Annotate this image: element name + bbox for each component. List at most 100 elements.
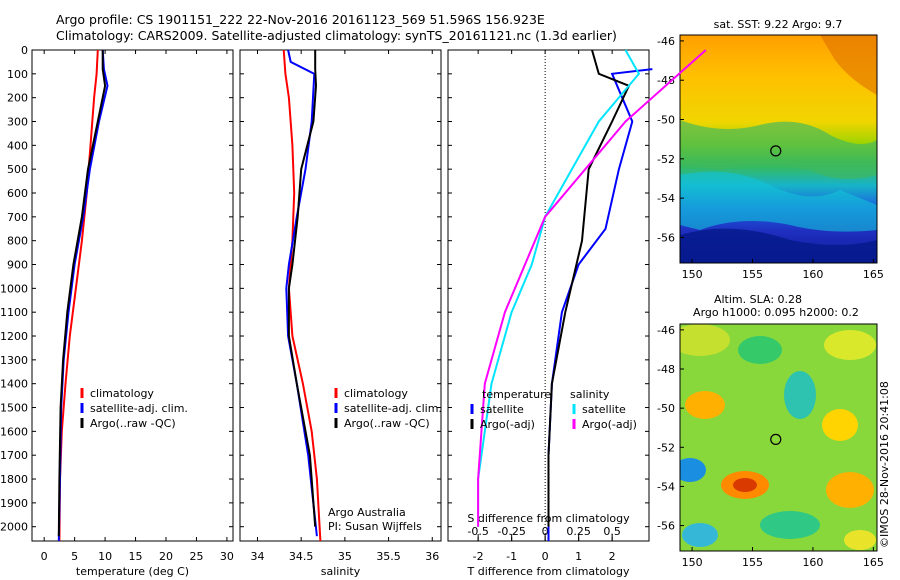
sst-y-axis: -46 -48 -50 -52 -54 -56 xyxy=(657,35,684,244)
series-line-argoadj xyxy=(547,49,631,527)
depth-tick-label: 0 xyxy=(21,44,28,57)
depth-tick-label: 100 xyxy=(7,68,28,81)
depth-tick-label: 1600 xyxy=(0,425,28,438)
series-line-argoadj xyxy=(477,49,707,527)
sla-map: Altim. SLA: 0.28 Argo h1000: 0.095 h2000… xyxy=(657,293,884,569)
legend-label: Argo(-adj) xyxy=(480,418,535,431)
map-y-tick-label: -46 xyxy=(657,35,675,48)
sst-deep-band xyxy=(680,228,877,263)
sla-x-axis: 150 155 160 165 xyxy=(682,547,884,569)
map-x-tick-label: 165 xyxy=(863,556,884,569)
sla-anomaly xyxy=(824,330,876,360)
attribution-text: Argo Australia xyxy=(328,506,406,519)
s-tick-label: -0.25 xyxy=(497,525,525,538)
sla-anomaly xyxy=(680,324,730,356)
sst-x-axis: 150 155 160 165 xyxy=(682,259,884,281)
sla-anomaly xyxy=(826,472,874,508)
series-line-argorawqc xyxy=(287,50,318,527)
sst-cyan-band xyxy=(680,171,877,232)
depth-tick-label: 1800 xyxy=(0,473,28,486)
plot-frame xyxy=(239,49,442,542)
legend-title-salinity: salinity xyxy=(570,388,610,401)
x-tick-label: 0 xyxy=(542,550,549,563)
map-y-tick-label: -56 xyxy=(657,231,675,244)
map-y-tick-label: -54 xyxy=(657,192,675,205)
legend-label: climatology xyxy=(90,387,154,400)
legend-label: Argo(-adj) xyxy=(582,418,637,431)
map-y-tick-label: -50 xyxy=(657,114,675,127)
sla-anomaly xyxy=(784,371,816,419)
x-tick-label: 2 xyxy=(609,550,616,563)
sla-map-subtitle: Argo h1000: 0.095 h2000: 0.2 xyxy=(693,306,859,319)
x-tick-label: 35.5 xyxy=(376,550,401,563)
s-tick-label: -0.5 xyxy=(467,525,488,538)
sla-anomaly xyxy=(685,391,725,419)
legend-title-temperature: temperature xyxy=(482,388,551,401)
s-tick-label: 0.5 xyxy=(603,525,621,538)
map-y-tick-label: -46 xyxy=(657,324,675,337)
sst-green-band xyxy=(680,120,877,179)
depth-tick-label: 900 xyxy=(7,259,28,272)
salinity-panel: 34 34.5 35 35.5 36 salinity climatology satelli… xyxy=(239,49,442,578)
x-tick-label: 5 xyxy=(71,550,78,563)
plot-frame xyxy=(31,49,234,542)
sla-map-title: Altim. SLA: 0.28 xyxy=(714,293,802,306)
map-y-tick-label: -48 xyxy=(657,363,675,376)
sla-anomaly xyxy=(822,409,858,441)
depth-tick-label: 700 xyxy=(7,211,28,224)
depth-tick-label: 800 xyxy=(7,235,28,248)
x-tick-label: -1 xyxy=(506,550,517,563)
sla-argo-marker xyxy=(770,433,782,445)
sla-anomaly xyxy=(733,478,757,492)
series-line-climatology xyxy=(58,49,99,542)
legend-label: satellite-adj. clim. xyxy=(90,402,188,415)
climatology-title: Climatology: CARS2009. Satellite-adjuste… xyxy=(56,28,617,43)
sla-anomaly xyxy=(738,336,782,364)
series-line-satellite xyxy=(477,49,641,527)
map-x-tick-label: 155 xyxy=(742,268,763,281)
series-line-satellite xyxy=(547,68,653,541)
imos-timestamp: ©IMOS 28-Nov-2016 20:41:08 xyxy=(878,381,891,548)
s-tick-label: 0 xyxy=(542,525,549,538)
map-x-tick-label: 150 xyxy=(682,556,703,569)
depth-tick-label: 1200 xyxy=(0,330,28,343)
sst-map-title: sat. SST: 9.22 Argo: 9.7 xyxy=(714,18,843,31)
depth-tick-label: 1900 xyxy=(0,497,28,510)
map-y-tick-label: -48 xyxy=(657,74,675,87)
sst-map: sat. SST: 9.22 Argo: 9.7 150 155 160 165 -4… xyxy=(657,18,884,281)
x-tick-label: 36 xyxy=(425,550,439,563)
attribution-text: PI: Susan Wijffels xyxy=(328,520,422,533)
sla-anomaly xyxy=(760,511,820,539)
map-x-tick-label: 155 xyxy=(742,556,763,569)
x-tick-label: 34 xyxy=(250,550,264,563)
map-y-tick-label: -50 xyxy=(657,402,675,415)
s-tick-label: 0.25 xyxy=(566,525,591,538)
difference-panel: -2 -1 0 1 2 T difference from climatology -0.5… xyxy=(447,49,707,578)
map-y-tick-label: -56 xyxy=(657,520,675,533)
map-x-tick-label: 165 xyxy=(863,268,884,281)
sst-warm-patch xyxy=(820,35,877,95)
series-line-satelliteadjclim xyxy=(57,49,109,542)
depth-tick-label: 1000 xyxy=(0,282,28,295)
depth-tick-label: 300 xyxy=(7,116,28,129)
legend-label: satellite xyxy=(480,403,524,416)
depth-tick-label: 600 xyxy=(7,187,28,200)
x-tick-label: 0 xyxy=(41,550,48,563)
x-axis-label: T difference from climatology xyxy=(467,565,630,578)
series-line-argorawqc xyxy=(57,50,107,537)
x-tick-label: -2 xyxy=(473,550,484,563)
map-y-tick-label: -54 xyxy=(657,480,675,493)
profile-title: Argo profile: CS 1901151_222 22-Nov-2016… xyxy=(56,12,545,27)
depth-tick-label: 1300 xyxy=(0,354,28,367)
x-tick-label: 34.5 xyxy=(289,550,314,563)
legend-label: Argo(..raw -QC) xyxy=(90,417,176,430)
legend-label: satellite xyxy=(582,403,626,416)
depth-tick-label: 2000 xyxy=(0,521,28,534)
series-line-climatology xyxy=(282,49,322,542)
map-y-tick-label: -52 xyxy=(657,153,675,166)
x-tick-label: 30 xyxy=(220,550,234,563)
x-tick-label: 35 xyxy=(338,550,352,563)
x-axis-label: salinity xyxy=(321,565,361,578)
sst-argo-marker xyxy=(770,145,782,157)
